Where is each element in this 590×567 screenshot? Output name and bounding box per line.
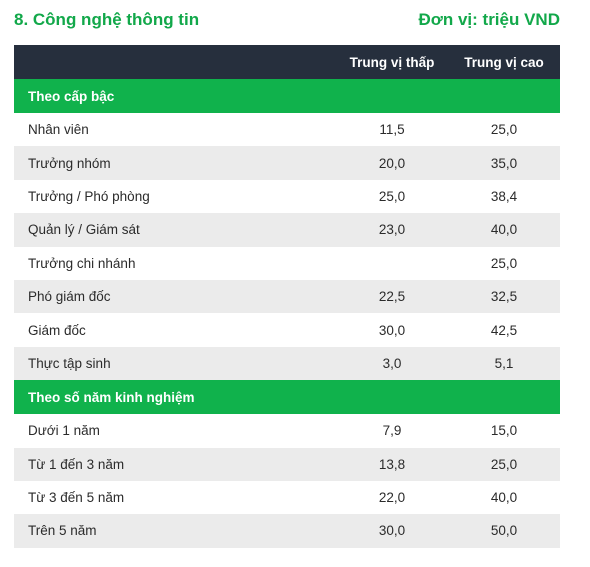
section-title: Theo số năm kinh nghiệm xyxy=(28,389,195,405)
table-row: Trưởng / Phó phòng 25,0 38,4 xyxy=(14,180,560,213)
row-high-value: 25,0 xyxy=(490,255,518,271)
row-low-value: 7,9 xyxy=(382,423,402,439)
row-high-value: 42,5 xyxy=(490,322,518,338)
row-label: Thực tập sinh xyxy=(28,355,111,371)
row-low-value: 13,8 xyxy=(378,456,406,472)
row-low-value: 23,0 xyxy=(378,222,406,238)
table-row: Dưới 1 năm 7,9 15,0 xyxy=(14,414,560,447)
row-label: Trên 5 năm xyxy=(28,523,97,539)
table-row: Từ 1 đến 3 năm 13,8 25,0 xyxy=(14,447,560,481)
section-header-level: Theo cấp bậc xyxy=(14,79,560,113)
table-row: Giám đốc 30,0 42,5 xyxy=(14,313,560,346)
row-low-value: 30,0 xyxy=(378,523,406,539)
row-high-value: 38,4 xyxy=(490,188,518,204)
header-high-median: Trung vị cao xyxy=(464,54,544,70)
row-high-value: 5,1 xyxy=(494,355,514,371)
section-header-experience: Theo số năm kinh nghiệm xyxy=(14,380,560,415)
page-title: 8. Công nghệ thông tin xyxy=(14,10,200,29)
table-row: Phó giám đốc 22,5 32,5 xyxy=(14,279,560,314)
unit-label: Đơn vị: triệu VND xyxy=(418,10,561,29)
salary-table: Trung vị thấp Trung vị cao Theo cấp bậc … xyxy=(14,45,560,548)
row-high-value: 25,0 xyxy=(490,456,518,472)
row-low-value: 25,0 xyxy=(378,188,406,204)
row-low-value: 3,0 xyxy=(382,355,402,371)
table-row: Trên 5 năm 30,0 50,0 xyxy=(14,514,560,548)
table-row: Từ 3 đến 5 năm 22,0 40,0 xyxy=(14,481,560,514)
row-high-value: 25,0 xyxy=(490,122,518,138)
row-low-value: 30,0 xyxy=(378,322,406,338)
row-label: Trưởng nhóm xyxy=(28,155,111,171)
row-label: Nhân viên xyxy=(28,122,89,138)
row-label: Quản lý / Giám sát xyxy=(28,222,140,238)
row-label: Dưới 1 năm xyxy=(28,423,100,439)
row-low-value: 20,0 xyxy=(378,155,406,171)
row-high-value: 32,5 xyxy=(490,289,518,305)
row-high-value: 40,0 xyxy=(490,490,518,506)
row-high-value: 40,0 xyxy=(490,222,518,238)
section-title: Theo cấp bậc xyxy=(28,88,115,104)
row-high-value: 35,0 xyxy=(490,155,518,171)
page-header: 8. Công nghệ thông tin Đơn vị: triệu VND xyxy=(14,8,560,32)
row-high-value: 50,0 xyxy=(490,523,518,539)
header-low-median: Trung vị thấp xyxy=(349,54,435,70)
table-row: Trưởng chi nhánh 25,0 xyxy=(14,247,560,280)
table-row: Trưởng nhóm 20,0 35,0 xyxy=(14,146,560,180)
row-label: Từ 3 đến 5 năm xyxy=(28,490,125,506)
row-low-value: 11,5 xyxy=(379,122,405,138)
table-row: Nhân viên 11,5 25,0 xyxy=(14,113,560,146)
row-label: Trưởng / Phó phòng xyxy=(28,188,150,204)
row-high-value: 15,0 xyxy=(490,423,518,439)
row-low-value: 22,0 xyxy=(378,490,406,506)
table-row: Thực tập sinh 3,0 5,1 xyxy=(14,346,560,381)
row-label: Trưởng chi nhánh xyxy=(28,255,136,271)
row-label: Từ 1 đến 3 năm xyxy=(28,456,125,472)
row-label: Phó giám đốc xyxy=(28,289,111,305)
table-row: Quản lý / Giám sát 23,0 40,0 xyxy=(14,213,560,247)
table-header-row: Trung vị thấp Trung vị cao xyxy=(14,45,560,79)
row-label: Giám đốc xyxy=(28,322,86,338)
row-low-value: 22,5 xyxy=(378,289,406,305)
